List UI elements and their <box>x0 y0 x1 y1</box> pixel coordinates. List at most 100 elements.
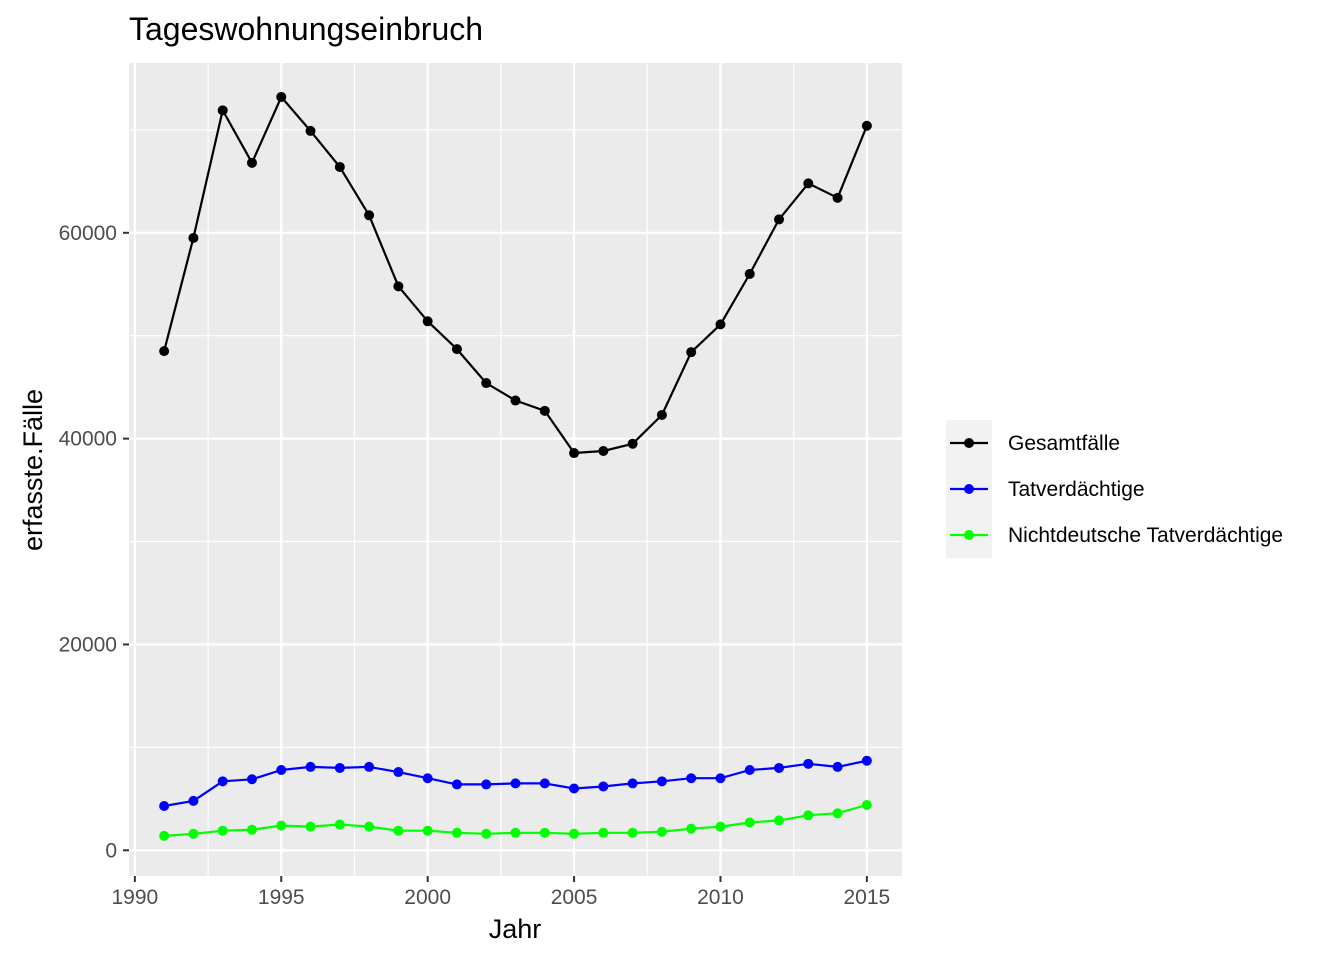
data-point <box>217 105 228 116</box>
data-point <box>656 826 667 837</box>
data-point <box>569 783 580 794</box>
legend-label: Tatverdächtige <box>1008 478 1145 501</box>
data-point <box>246 824 257 835</box>
legend-label: Nichtdeutsche Tatverdächtige <box>1008 524 1283 547</box>
data-point <box>744 268 755 279</box>
x-tick-label: 2005 <box>551 886 598 909</box>
y-tick-label: 20000 <box>59 633 117 656</box>
data-point <box>364 821 375 832</box>
data-point <box>803 758 814 769</box>
data-point <box>217 776 228 787</box>
x-tick-label: 2015 <box>844 886 891 909</box>
data-point <box>451 827 462 838</box>
data-point <box>159 801 170 812</box>
grid-lines <box>129 63 902 876</box>
data-point <box>686 823 697 834</box>
data-point <box>627 827 638 838</box>
data-point <box>276 820 287 831</box>
data-point <box>334 161 345 172</box>
data-point <box>188 828 199 839</box>
data-point <box>334 762 345 773</box>
data-point <box>803 810 814 821</box>
data-point <box>656 409 667 420</box>
data-point <box>334 819 345 830</box>
data-point <box>364 761 375 772</box>
data-point <box>422 773 433 784</box>
legend-key-point <box>964 530 974 540</box>
data-point <box>364 210 375 221</box>
x-tick-label: 1995 <box>258 886 305 909</box>
legend-key-point <box>964 438 974 448</box>
data-point <box>774 815 785 826</box>
data-point <box>510 778 521 789</box>
data-point <box>803 178 814 189</box>
data-point <box>217 825 228 836</box>
y-tick-label: 0 <box>105 839 117 862</box>
data-point <box>305 761 316 772</box>
data-point <box>627 438 638 449</box>
data-point <box>598 445 609 456</box>
data-point <box>510 395 521 406</box>
data-point <box>715 773 726 784</box>
y-axis-title: erfasste.Fälle <box>18 389 48 551</box>
data-point <box>569 828 580 839</box>
x-tick-label: 2010 <box>697 886 744 909</box>
data-point <box>832 192 843 203</box>
data-point <box>656 776 667 787</box>
data-point <box>715 319 726 330</box>
y-tick-label: 40000 <box>59 428 117 451</box>
data-point <box>686 773 697 784</box>
data-point <box>159 346 170 357</box>
data-point <box>510 827 521 838</box>
data-point <box>188 232 199 243</box>
data-point <box>832 808 843 819</box>
data-point <box>539 778 550 789</box>
data-point <box>539 827 550 838</box>
data-point <box>481 378 492 389</box>
data-point <box>246 157 257 168</box>
data-point <box>686 347 697 358</box>
data-point <box>305 821 316 832</box>
data-point <box>246 774 257 785</box>
data-point <box>159 830 170 841</box>
data-point <box>422 316 433 327</box>
data-point <box>305 125 316 136</box>
data-point <box>861 120 872 131</box>
data-point <box>393 767 404 778</box>
data-point <box>451 779 462 790</box>
x-tick-label: 2000 <box>404 886 451 909</box>
data-point <box>539 405 550 416</box>
data-point <box>451 344 462 355</box>
axes: 1990 1995 2000 2005 2010 2015 0 20000 40000 60000 <box>59 222 891 909</box>
data-point <box>598 781 609 792</box>
data-point <box>188 795 199 806</box>
data-point <box>422 825 433 836</box>
data-point <box>861 755 872 766</box>
data-point <box>627 778 638 789</box>
data-point <box>569 448 580 459</box>
data-point <box>481 828 492 839</box>
data-point <box>744 817 755 828</box>
x-tick-label: 1990 <box>111 886 158 909</box>
data-point <box>774 214 785 225</box>
data-point <box>393 281 404 292</box>
x-axis-title: Jahr <box>489 914 542 944</box>
data-point <box>744 765 755 776</box>
series-layer <box>159 91 872 841</box>
legend-key-point <box>964 484 974 494</box>
data-point <box>598 827 609 838</box>
data-point <box>715 821 726 832</box>
chart-title: Tageswohnungseinbruch <box>129 11 483 47</box>
data-point <box>481 779 492 790</box>
legend: Gesamtfälle Tatverdächtige Nichtdeutsche T… <box>946 420 1283 558</box>
data-point <box>774 762 785 773</box>
data-point <box>393 825 404 836</box>
y-tick-label: 60000 <box>59 222 117 245</box>
legend-label: Gesamtfälle <box>1008 432 1120 455</box>
data-point <box>832 761 843 772</box>
data-point <box>276 765 287 776</box>
data-point <box>861 799 872 810</box>
data-point <box>276 91 287 102</box>
plot-panel <box>129 63 902 876</box>
